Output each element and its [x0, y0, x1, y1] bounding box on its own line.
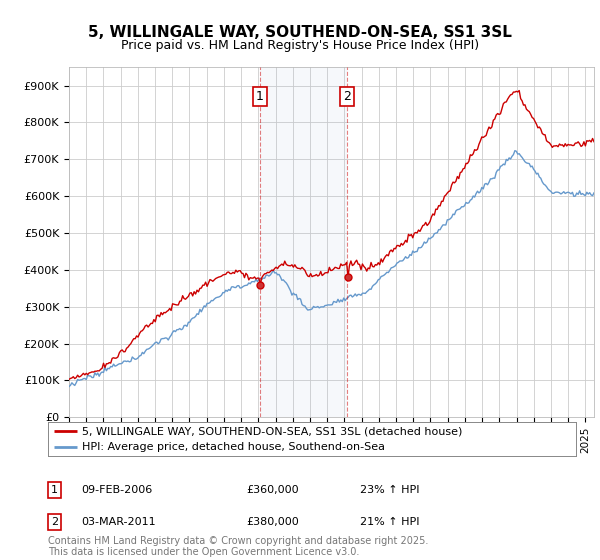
Text: 21% ↑ HPI: 21% ↑ HPI: [360, 517, 419, 527]
Text: 5, WILLINGALE WAY, SOUTHEND-ON-SEA, SS1 3SL (detached house): 5, WILLINGALE WAY, SOUTHEND-ON-SEA, SS1 …: [82, 426, 463, 436]
Text: 1: 1: [256, 90, 264, 103]
Text: Price paid vs. HM Land Registry's House Price Index (HPI): Price paid vs. HM Land Registry's House …: [121, 39, 479, 52]
Text: 23% ↑ HPI: 23% ↑ HPI: [360, 485, 419, 495]
Text: 5, WILLINGALE WAY, SOUTHEND-ON-SEA, SS1 3SL: 5, WILLINGALE WAY, SOUTHEND-ON-SEA, SS1 …: [88, 25, 512, 40]
Text: £380,000: £380,000: [246, 517, 299, 527]
Text: Contains HM Land Registry data © Crown copyright and database right 2025.
This d: Contains HM Land Registry data © Crown c…: [48, 535, 428, 557]
Text: £360,000: £360,000: [246, 485, 299, 495]
Bar: [260, 67, 347, 417]
Text: 09-FEB-2006: 09-FEB-2006: [81, 485, 152, 495]
Text: 2: 2: [51, 517, 58, 527]
Text: 2: 2: [343, 90, 351, 103]
Text: HPI: Average price, detached house, Southend-on-Sea: HPI: Average price, detached house, Sout…: [82, 442, 385, 452]
Text: 03-MAR-2011: 03-MAR-2011: [81, 517, 155, 527]
Text: 1: 1: [51, 485, 58, 495]
